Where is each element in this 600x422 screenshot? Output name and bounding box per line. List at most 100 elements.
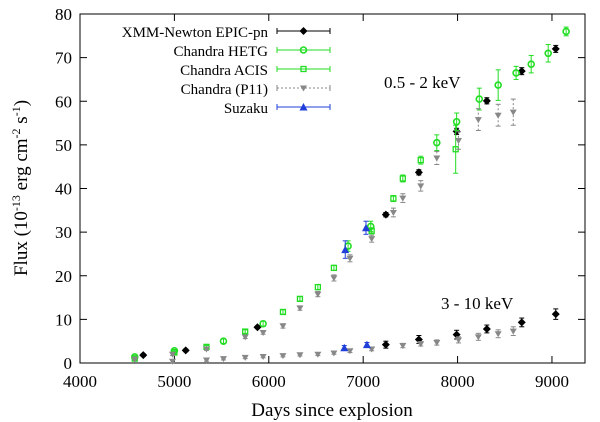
legend-label-suzaku: Suzaku (224, 101, 269, 117)
data-point (474, 334, 482, 341)
annotation-hard-band: 3 - 10 keV (441, 294, 514, 313)
legend-marker (300, 65, 307, 73)
series-chandra-acis (131, 124, 459, 362)
y-tick-label: 20 (55, 267, 72, 286)
data-point (482, 96, 491, 105)
legend-label-acis: Chandra ACIS (180, 63, 268, 79)
data-point (381, 210, 390, 219)
data-point (259, 319, 267, 328)
data-point (417, 156, 424, 164)
data-point (219, 337, 228, 345)
data-point (202, 346, 210, 353)
data-point (296, 295, 304, 303)
legend-marker (300, 85, 307, 92)
y-tick-label: 80 (55, 5, 72, 24)
data-point (131, 356, 139, 363)
data-point (346, 348, 354, 355)
data-point (181, 346, 190, 355)
series-chandra-p11 (131, 98, 517, 365)
data-point (482, 324, 491, 333)
data-point (241, 334, 249, 341)
x-tick-label: 9000 (535, 372, 569, 391)
data-point (314, 291, 322, 298)
data-point (259, 353, 267, 360)
data-point (381, 340, 390, 349)
data-point (562, 27, 570, 36)
data-point (551, 44, 560, 53)
data-point (474, 117, 482, 124)
data-point (279, 323, 287, 330)
x-tick-label: 5000 (157, 372, 191, 391)
data-point (527, 60, 535, 68)
data-point (414, 168, 423, 177)
data-point (494, 331, 502, 338)
legend-label-p11: Chandra (P11) (181, 82, 268, 98)
x-tick-label: 7000 (346, 372, 380, 391)
legend-marker (299, 27, 308, 35)
data-point (455, 337, 463, 344)
data-point (259, 329, 267, 336)
legend: XMM-Newton EPIC-pn Chandra HETG Chandra … (122, 25, 331, 117)
data-point (509, 109, 517, 116)
data-point (242, 328, 249, 335)
legend-label-hetg: Chandra HETG (173, 44, 268, 60)
series-suzaku (340, 220, 371, 352)
marks (130, 26, 570, 365)
data-point (139, 351, 148, 360)
y-tick-label: 40 (55, 180, 72, 199)
tick-labels: 4000 5000 6000 7000 8000 9000 0 10 20 30 40 50 60 70 8… (55, 5, 569, 391)
annotation-soft-band: 0.5 - 2 keV (384, 73, 461, 92)
data-point (390, 195, 397, 202)
x-tick-label: 4000 (63, 372, 97, 391)
legend-label-xmm: XMM-Newton EPIC-pn (122, 25, 269, 41)
data-point (253, 323, 262, 332)
data-point (314, 351, 322, 358)
data-point (279, 353, 287, 360)
y-tick-label: 10 (55, 310, 72, 329)
data-point (202, 357, 210, 364)
data-point (399, 175, 406, 182)
data-point (330, 275, 338, 282)
data-point (341, 245, 350, 254)
x-axis-title: Days since explosion (251, 400, 413, 421)
data-point (279, 308, 287, 316)
x-tick-label: 6000 (252, 372, 286, 391)
legend-marker (299, 103, 308, 111)
data-point (455, 138, 463, 145)
data-point (433, 339, 441, 346)
data-point (314, 283, 322, 291)
data-point (433, 155, 441, 162)
data-point (340, 343, 349, 352)
data-point (494, 112, 502, 119)
data-point (544, 49, 552, 58)
data-point (296, 305, 304, 312)
data-point (512, 69, 520, 77)
data-point (551, 310, 560, 319)
data-point (417, 183, 425, 190)
data-point (169, 351, 177, 358)
y-tick-label: 30 (55, 223, 72, 242)
data-point (330, 264, 338, 272)
data-point (494, 81, 502, 89)
series-chandra-hetg (130, 26, 570, 361)
legend-samples (276, 27, 331, 111)
data-point (433, 138, 441, 147)
data-point (368, 236, 376, 243)
y-tick-label: 50 (55, 136, 72, 155)
data-point (330, 350, 338, 357)
data-point (517, 318, 526, 327)
data-point (509, 328, 517, 335)
data-point (399, 343, 407, 350)
data-point (399, 195, 407, 202)
data-point (362, 223, 371, 232)
legend-marker (299, 46, 308, 54)
data-point (346, 255, 354, 262)
data-point (389, 209, 397, 216)
data-point (296, 352, 304, 359)
y-tick-label: 0 (64, 354, 73, 373)
data-point (241, 354, 249, 361)
y-axis-title: Flux (10-13 erg cm-2 s-1) (9, 100, 32, 276)
x-tick-label: 8000 (441, 372, 475, 391)
data-point (219, 356, 227, 363)
